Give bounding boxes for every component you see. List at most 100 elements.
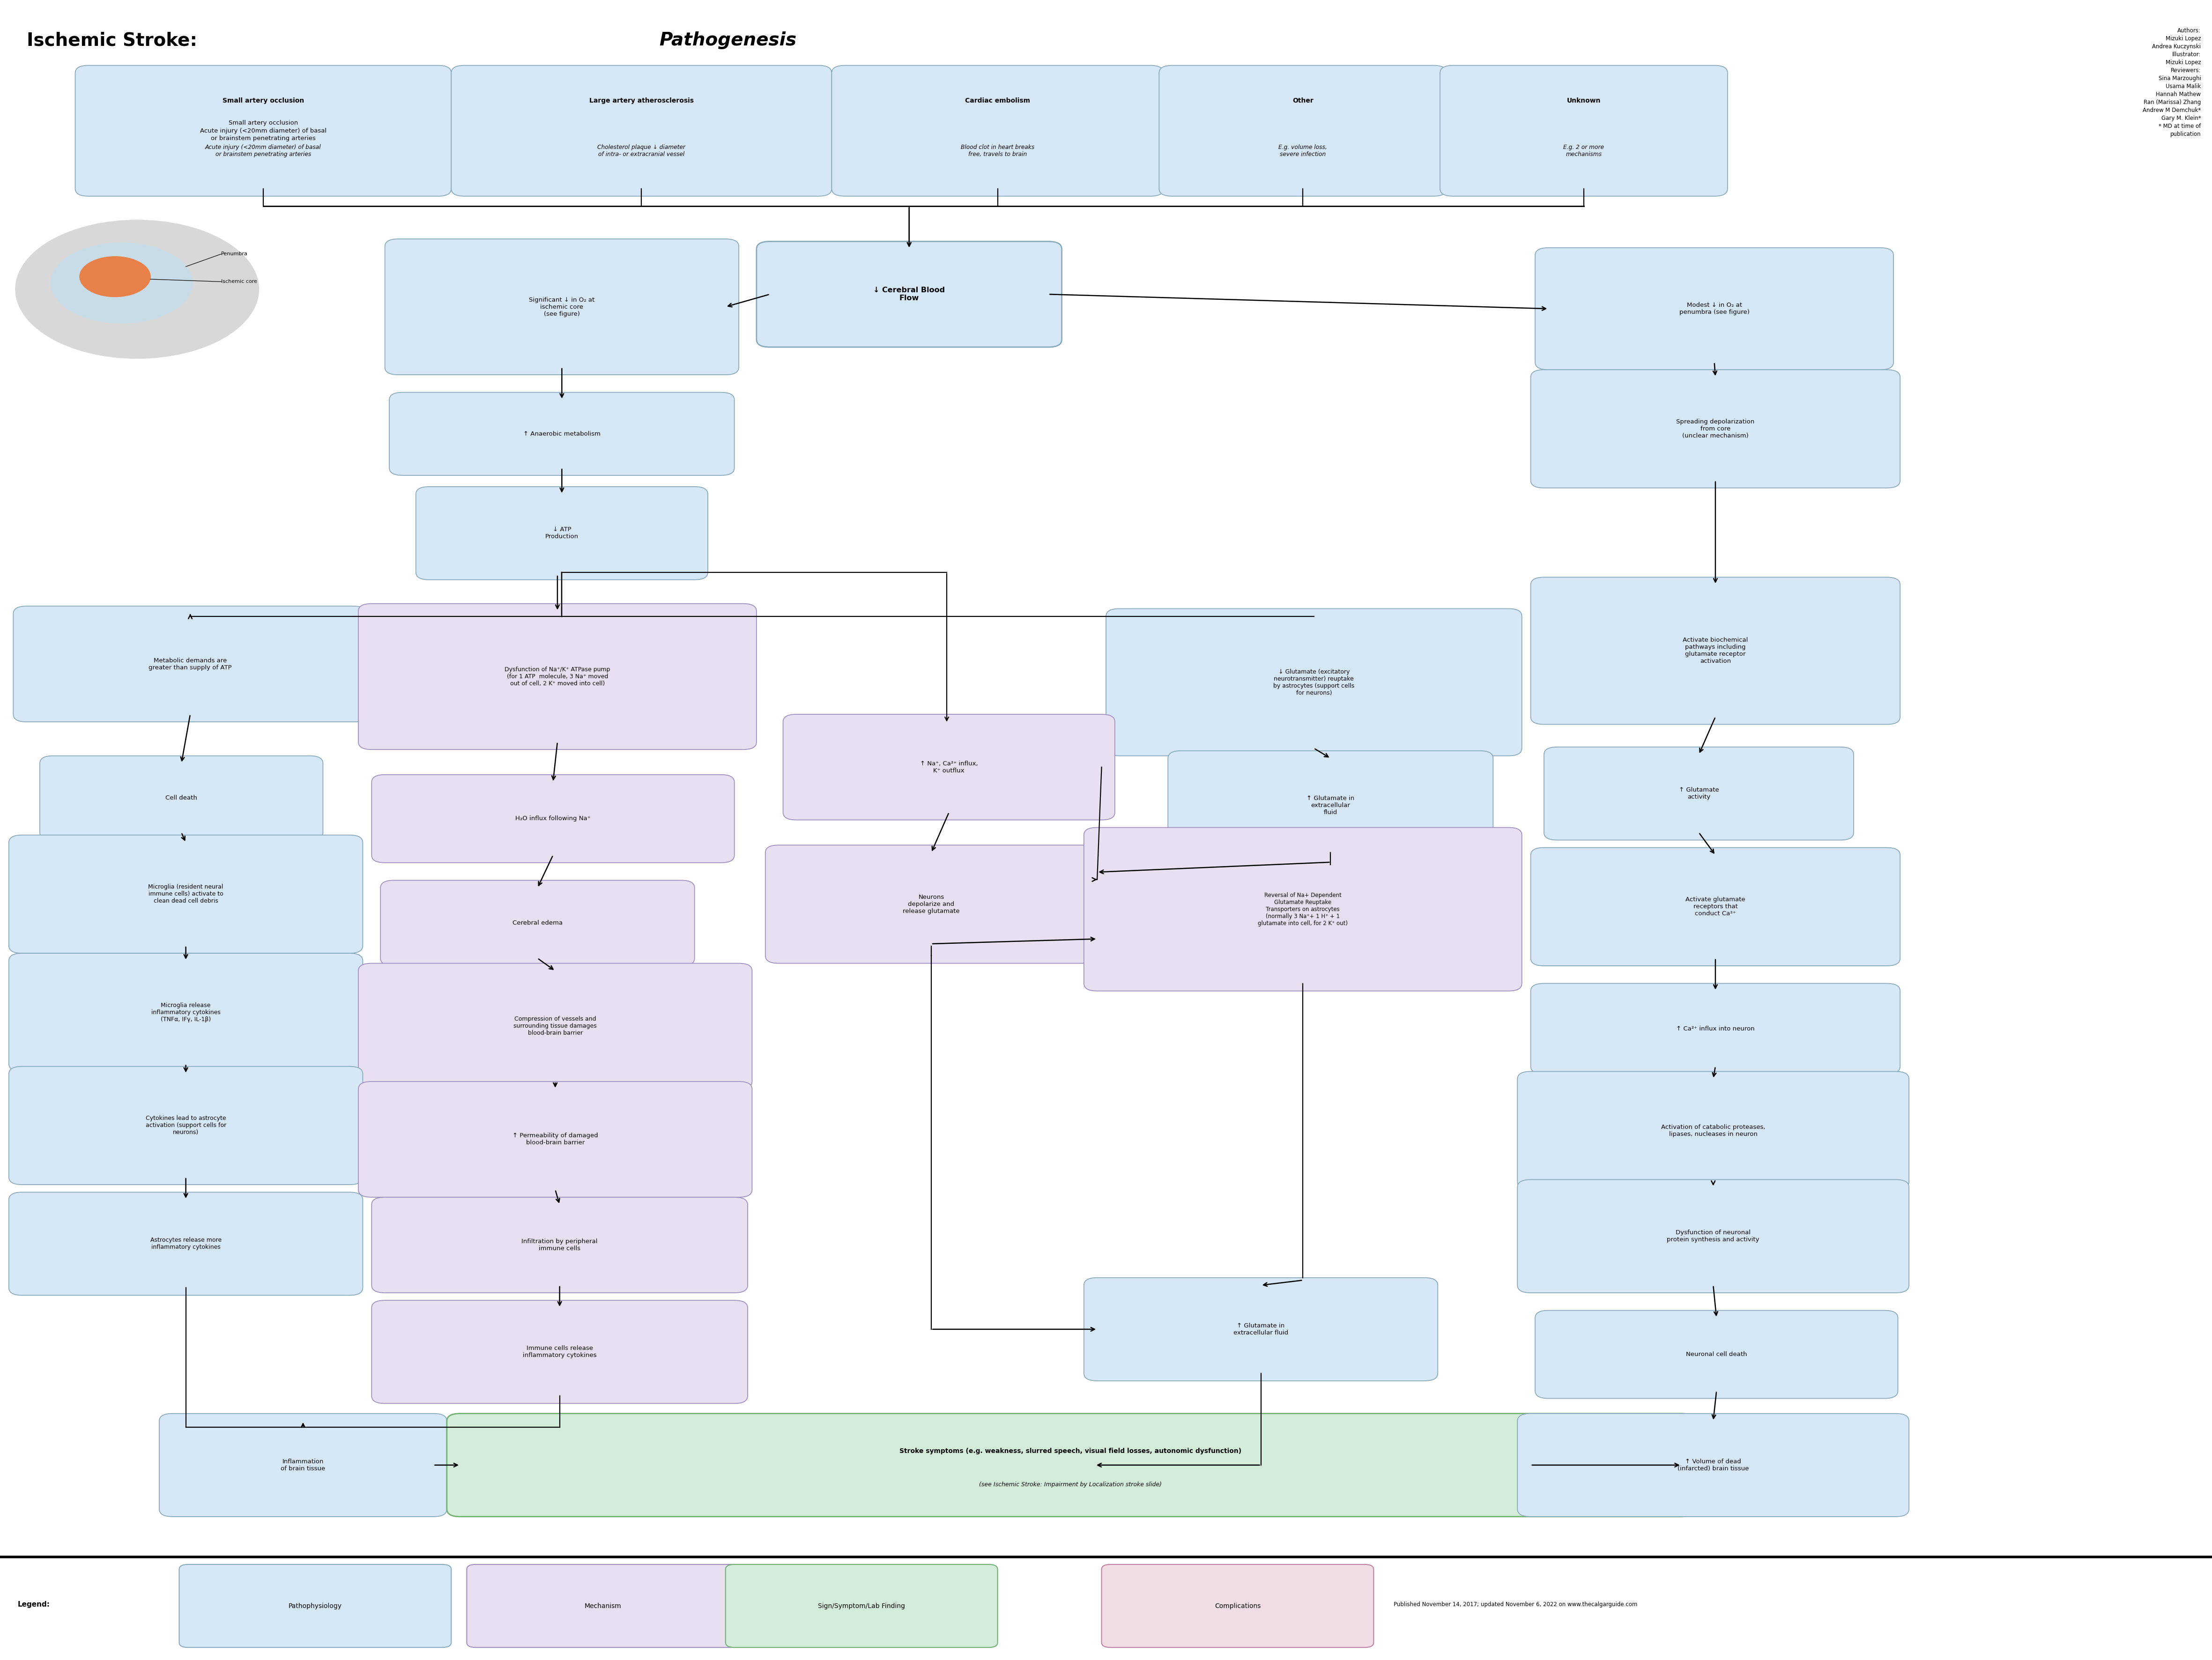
Text: Cytokines lead to astrocyte
activation (support cells for
neurons): Cytokines lead to astrocyte activation (… xyxy=(146,1116,226,1135)
FancyBboxPatch shape xyxy=(358,1082,752,1197)
Text: ↑ Volume of dead
(infarcted) brain tissue: ↑ Volume of dead (infarcted) brain tissu… xyxy=(1677,1459,1750,1472)
FancyBboxPatch shape xyxy=(832,65,1164,196)
FancyBboxPatch shape xyxy=(389,392,734,475)
Text: Cholesterol plaque ↓ diameter
of intra- or extracranial vessel: Cholesterol plaque ↓ diameter of intra- … xyxy=(597,144,686,158)
FancyBboxPatch shape xyxy=(358,963,752,1089)
FancyBboxPatch shape xyxy=(13,606,367,722)
FancyBboxPatch shape xyxy=(372,775,734,863)
Text: Unknown: Unknown xyxy=(1566,98,1601,105)
Text: Infiltration by peripheral
immune cells: Infiltration by peripheral immune cells xyxy=(522,1238,597,1252)
FancyBboxPatch shape xyxy=(1517,1180,1909,1293)
FancyBboxPatch shape xyxy=(1535,247,1893,370)
Text: Legend:: Legend: xyxy=(18,1602,51,1609)
Text: ↑ Anaerobic metabolism: ↑ Anaerobic metabolism xyxy=(524,432,599,437)
Text: Compression of vessels and
surrounding tissue damages
blood-brain barrier: Compression of vessels and surrounding t… xyxy=(513,1016,597,1036)
FancyBboxPatch shape xyxy=(1084,1278,1438,1381)
FancyBboxPatch shape xyxy=(726,1564,998,1647)
Text: ↓ Glutamate (excitatory
neurotransmitter) reuptake
by astrocytes (support cells
: ↓ Glutamate (excitatory neurotransmitter… xyxy=(1274,669,1354,696)
FancyBboxPatch shape xyxy=(40,755,323,840)
Text: Cardiac embolism: Cardiac embolism xyxy=(964,98,1031,105)
FancyBboxPatch shape xyxy=(9,835,363,953)
Circle shape xyxy=(15,221,259,359)
Text: Penumbra: Penumbra xyxy=(221,252,248,256)
Text: ↑ Glutamate in
extracellular
fluid: ↑ Glutamate in extracellular fluid xyxy=(1307,795,1354,815)
FancyBboxPatch shape xyxy=(9,1066,363,1185)
Text: Other: Other xyxy=(1292,98,1314,105)
Text: E.g. 2 or more
mechanisms: E.g. 2 or more mechanisms xyxy=(1564,144,1604,158)
Text: Reversal of Na+ Dependent
Glutamate Reuptake
Transporters on astrocytes
(normall: Reversal of Na+ Dependent Glutamate Reup… xyxy=(1259,891,1347,926)
Text: Ischemic core: Ischemic core xyxy=(221,279,257,284)
Text: Microglia release
inflammatory cytokines
(TNFα, IFγ, IL-1β): Microglia release inflammatory cytokines… xyxy=(150,1003,221,1023)
Text: ↑ Na⁺, Ca²⁺ influx,
K⁺ outflux: ↑ Na⁺, Ca²⁺ influx, K⁺ outflux xyxy=(920,760,978,774)
Text: Mechanism: Mechanism xyxy=(584,1602,622,1609)
Text: Blood clot in heart breaks
free, travels to brain: Blood clot in heart breaks free, travels… xyxy=(960,144,1035,158)
Text: Dysfunction of neuronal
protein synthesis and activity: Dysfunction of neuronal protein synthesi… xyxy=(1668,1230,1759,1243)
FancyBboxPatch shape xyxy=(467,1564,739,1647)
Text: Stroke symptoms (e.g. weakness, slurred speech, visual field losses, autonomic d: Stroke symptoms (e.g. weakness, slurred … xyxy=(900,1448,1241,1454)
Text: Cerebral edema: Cerebral edema xyxy=(513,920,562,926)
FancyBboxPatch shape xyxy=(385,239,739,375)
Text: Activate biochemical
pathways including
glutamate receptor
activation: Activate biochemical pathways including … xyxy=(1683,637,1747,664)
Text: Acute injury (<20mm diameter) of basal
or brainstem penetrating arteries: Acute injury (<20mm diameter) of basal o… xyxy=(206,144,321,158)
FancyBboxPatch shape xyxy=(416,486,708,579)
Text: Immune cells release
inflammatory cytokines: Immune cells release inflammatory cytoki… xyxy=(522,1345,597,1358)
Text: Sign/Symptom/Lab Finding: Sign/Symptom/Lab Finding xyxy=(818,1602,905,1609)
FancyBboxPatch shape xyxy=(380,880,695,966)
FancyBboxPatch shape xyxy=(447,1414,1694,1517)
Text: Neurons
depolarize and
release glutamate: Neurons depolarize and release glutamate xyxy=(902,895,960,915)
FancyBboxPatch shape xyxy=(1106,609,1522,755)
FancyBboxPatch shape xyxy=(1159,65,1447,196)
Text: Complications: Complications xyxy=(1214,1602,1261,1609)
FancyBboxPatch shape xyxy=(0,1555,2212,1653)
Text: Dysfunction of Na⁺/K⁺ ATPase pump
(for 1 ATP  molecule, 3 Na⁺ moved
out of cell,: Dysfunction of Na⁺/K⁺ ATPase pump (for 1… xyxy=(504,667,611,687)
FancyBboxPatch shape xyxy=(1531,983,1900,1074)
FancyBboxPatch shape xyxy=(1544,747,1854,840)
Text: Published November 14, 2017; updated November 6, 2022 on www.thecalgarguide.com: Published November 14, 2017; updated Nov… xyxy=(1394,1602,1637,1609)
Text: Metabolic demands are
greater than supply of ATP: Metabolic demands are greater than suppl… xyxy=(148,657,232,671)
Text: ↑ Ca²⁺ influx into neuron: ↑ Ca²⁺ influx into neuron xyxy=(1677,1026,1754,1033)
FancyBboxPatch shape xyxy=(1517,1414,1909,1517)
Text: Neuronal cell death: Neuronal cell death xyxy=(1686,1351,1747,1358)
FancyBboxPatch shape xyxy=(783,714,1115,820)
Text: Activate glutamate
receptors that
conduct Ca²⁺: Activate glutamate receptors that conduc… xyxy=(1686,896,1745,916)
FancyBboxPatch shape xyxy=(159,1414,447,1517)
Text: ↓ Cerebral Blood
Flow: ↓ Cerebral Blood Flow xyxy=(874,287,945,302)
Text: Astrocytes release more
inflammatory cytokines: Astrocytes release more inflammatory cyt… xyxy=(150,1237,221,1250)
FancyBboxPatch shape xyxy=(451,65,832,196)
Text: Activation of catabolic proteases,
lipases, nucleases in neuron: Activation of catabolic proteases, lipas… xyxy=(1661,1124,1765,1137)
Text: Spreading depolarization
from core
(unclear mechanism): Spreading depolarization from core (uncl… xyxy=(1677,418,1754,438)
Text: ↑ Glutamate in
extracellular fluid: ↑ Glutamate in extracellular fluid xyxy=(1234,1323,1287,1336)
FancyBboxPatch shape xyxy=(75,65,451,196)
Text: H₂O influx following Na⁺: H₂O influx following Na⁺ xyxy=(515,815,591,822)
Text: Significant ↓ in O₂ at
ischemic core
(see figure): Significant ↓ in O₂ at ischemic core (se… xyxy=(529,297,595,317)
FancyBboxPatch shape xyxy=(1440,65,1728,196)
Text: Small artery occlusion: Small artery occlusion xyxy=(223,98,303,105)
Text: Microglia (resident neural
immune cells) activate to
clean dead cell debris: Microglia (resident neural immune cells)… xyxy=(148,885,223,905)
FancyBboxPatch shape xyxy=(1168,750,1493,860)
FancyBboxPatch shape xyxy=(1102,1564,1374,1647)
Text: Large artery atherosclerosis: Large artery atherosclerosis xyxy=(588,98,695,105)
Text: E.g. volume loss,
severe infection: E.g. volume loss, severe infection xyxy=(1279,144,1327,158)
FancyBboxPatch shape xyxy=(1084,827,1522,991)
Text: ↑ Permeability of damaged
blood-brain barrier: ↑ Permeability of damaged blood-brain ba… xyxy=(513,1132,597,1145)
Text: (see Ischemic Stroke: Impairment by Localization stroke slide): (see Ischemic Stroke: Impairment by Loca… xyxy=(980,1481,1161,1487)
Text: Ischemic Stroke:: Ischemic Stroke: xyxy=(27,32,204,50)
FancyBboxPatch shape xyxy=(757,241,1062,347)
Text: ↑ Glutamate
activity: ↑ Glutamate activity xyxy=(1679,787,1719,800)
Text: Pathophysiology: Pathophysiology xyxy=(288,1602,343,1609)
FancyBboxPatch shape xyxy=(765,845,1097,963)
FancyBboxPatch shape xyxy=(179,1564,451,1647)
FancyBboxPatch shape xyxy=(9,953,363,1071)
Text: Small artery occlusion
Acute injury (<20mm diameter) of basal
or brainstem penet: Small artery occlusion Acute injury (<20… xyxy=(199,120,327,141)
Text: Pathogenesis: Pathogenesis xyxy=(659,32,796,50)
FancyBboxPatch shape xyxy=(1517,1071,1909,1190)
Circle shape xyxy=(80,257,150,297)
FancyBboxPatch shape xyxy=(1531,848,1900,966)
FancyBboxPatch shape xyxy=(9,1192,363,1295)
FancyBboxPatch shape xyxy=(1531,370,1900,488)
Circle shape xyxy=(51,242,192,324)
Text: Inflammation
of brain tissue: Inflammation of brain tissue xyxy=(281,1459,325,1472)
Text: Modest ↓ in O₂ at
penumbra (see figure): Modest ↓ in O₂ at penumbra (see figure) xyxy=(1679,302,1750,315)
Text: Authors:
Mizuki Lopez
Andrea Kuczynski
Illustrator:
Mizuki Lopez
Reviewers:
Sina: Authors: Mizuki Lopez Andrea Kuczynski I… xyxy=(2143,28,2201,138)
FancyBboxPatch shape xyxy=(372,1300,748,1403)
